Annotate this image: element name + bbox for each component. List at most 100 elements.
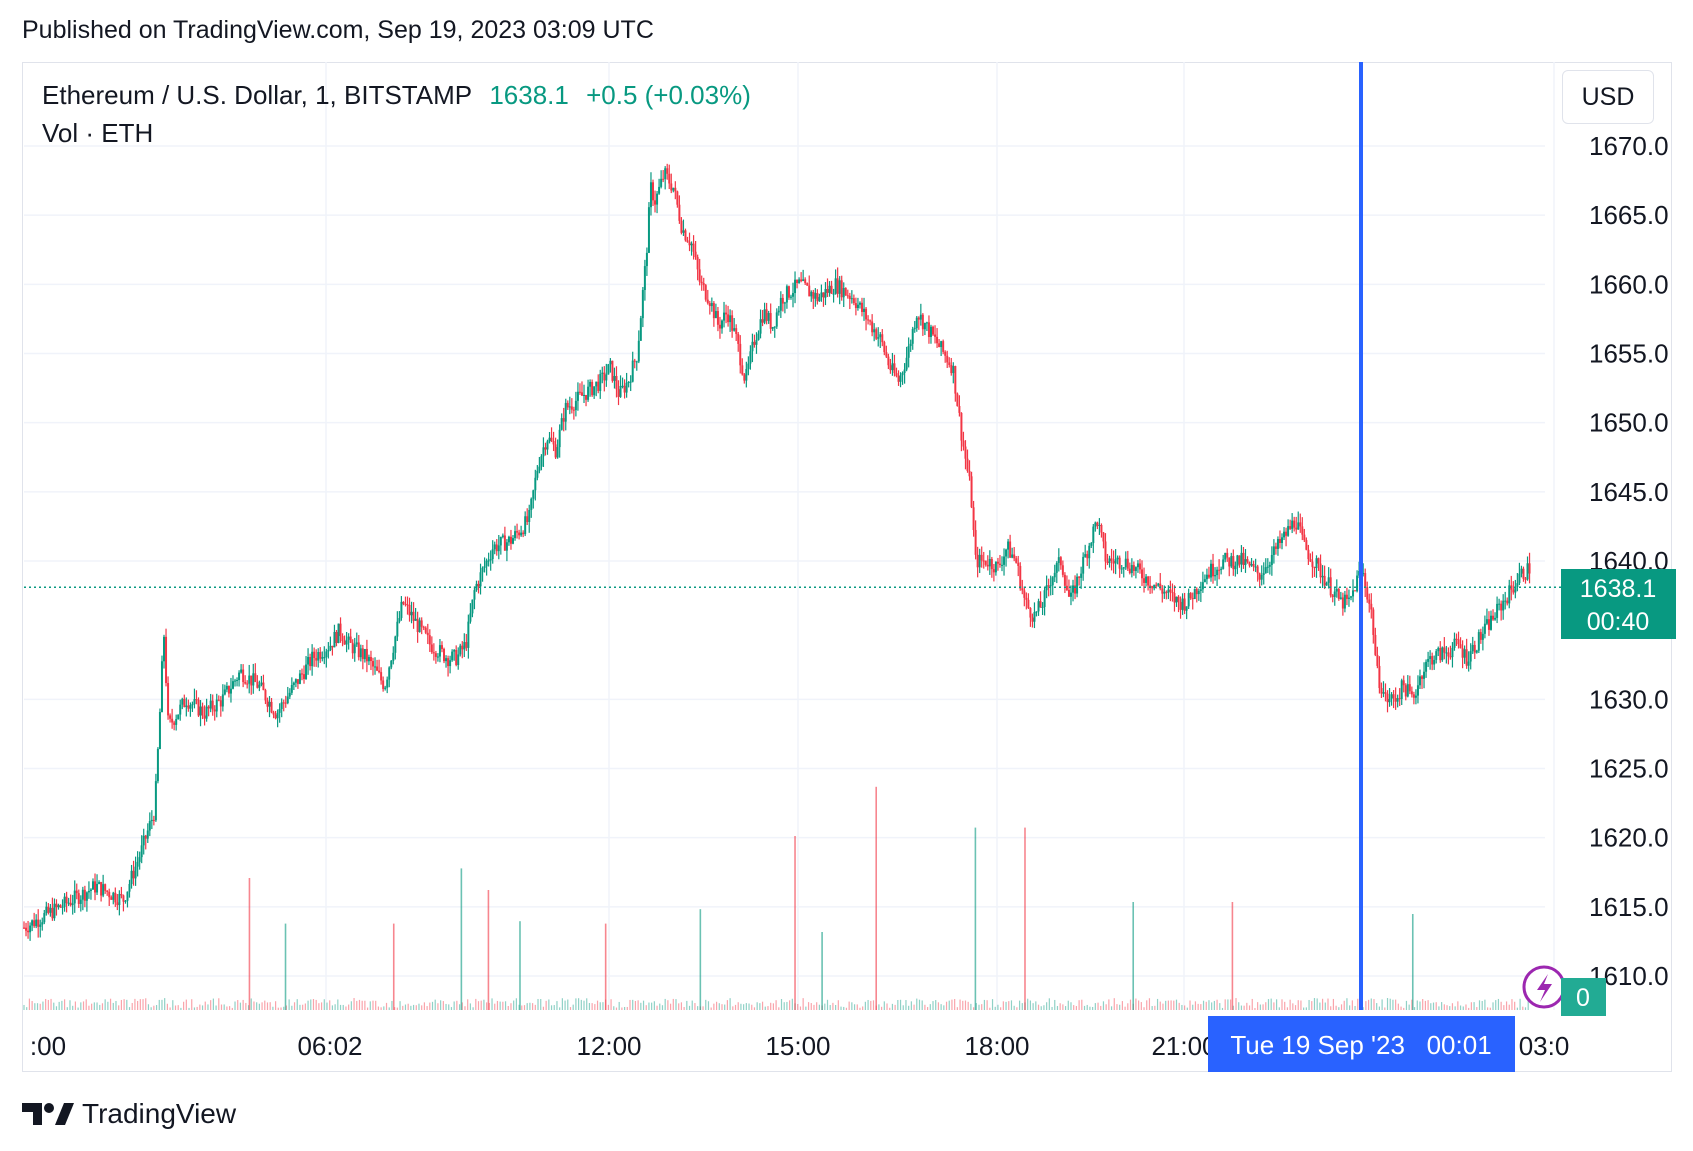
volume-bar xyxy=(72,1005,74,1010)
candle-body xyxy=(1153,584,1156,589)
volume-bar xyxy=(469,1003,471,1010)
alert-lightning-icon[interactable] xyxy=(1522,965,1566,1009)
volume-bar xyxy=(607,1004,609,1010)
candle-body xyxy=(23,927,25,929)
candle-body xyxy=(1327,577,1330,583)
candle-body xyxy=(913,328,916,330)
candle-body xyxy=(509,536,512,544)
volume-bar xyxy=(1189,1000,1191,1010)
volume-bar xyxy=(1246,1002,1248,1010)
candle-body xyxy=(211,700,214,710)
volume-bar xyxy=(1181,1004,1183,1010)
candle-body xyxy=(428,635,431,645)
volume-bar xyxy=(285,1005,288,1010)
volume-bar xyxy=(667,1000,669,1010)
candle-body xyxy=(1167,589,1170,593)
candle-body xyxy=(578,391,581,393)
volume-bar xyxy=(1013,1005,1015,1010)
candle-body xyxy=(796,279,799,284)
volume-bar xyxy=(1259,1004,1261,1010)
candle-body xyxy=(1250,563,1253,566)
candle-body xyxy=(1295,527,1298,530)
candle-body xyxy=(197,699,200,716)
candle-body xyxy=(1053,572,1056,578)
candle-body xyxy=(1457,639,1460,645)
volume-bar xyxy=(891,1003,894,1010)
candle-body xyxy=(33,920,36,927)
volume-bar xyxy=(193,1007,196,1010)
volume-bar xyxy=(672,998,674,1010)
volume-bar xyxy=(434,999,436,1010)
candle-body xyxy=(1299,522,1302,527)
candle-body xyxy=(205,706,208,719)
volume-bar xyxy=(1319,1002,1321,1010)
volume-bar xyxy=(1135,998,1137,1010)
volume-bar xyxy=(74,1001,77,1010)
volume-bar xyxy=(142,999,144,1010)
candle-body xyxy=(85,892,88,901)
candle-body xyxy=(359,648,362,658)
candle-body xyxy=(231,681,234,689)
candle-body xyxy=(1337,588,1340,599)
candle-body xyxy=(619,385,622,397)
volume-bar xyxy=(1154,1005,1156,1010)
symbol-legend[interactable]: Ethereum / U.S. Dollar, 1, BITSTAMP 1638… xyxy=(42,80,761,111)
candle-body xyxy=(1220,568,1223,570)
candle-body xyxy=(187,705,190,709)
candle-body xyxy=(830,285,833,294)
candle-body xyxy=(1059,557,1062,566)
candle-body xyxy=(171,718,174,723)
candle-body xyxy=(927,322,930,338)
candle-body xyxy=(1285,531,1288,536)
candle-body xyxy=(467,621,470,648)
candle-body xyxy=(140,845,143,858)
brand-name: TradingView xyxy=(82,1098,237,1129)
volume-bar xyxy=(1040,1006,1042,1010)
volume-bar xyxy=(1332,998,1335,1010)
volume-bar xyxy=(537,998,539,1010)
candle-body xyxy=(871,321,874,333)
candle-body xyxy=(962,440,965,447)
candle-body xyxy=(309,657,312,667)
volume-bar xyxy=(1170,1000,1172,1010)
candle-body xyxy=(1134,567,1137,571)
candle-body xyxy=(1011,554,1014,558)
volume-bar xyxy=(1435,1002,1437,1010)
candle-body xyxy=(1276,539,1279,549)
volume-bar xyxy=(707,1001,710,1010)
candle-body xyxy=(363,648,366,660)
currency-button[interactable]: USD xyxy=(1562,70,1654,124)
volume-bar xyxy=(678,1003,680,1010)
volume-bar xyxy=(1213,1000,1215,1010)
volume-spike xyxy=(604,923,607,1010)
volume-bar xyxy=(131,1002,133,1010)
candle-body xyxy=(929,326,932,338)
volume-bar xyxy=(99,1004,101,1010)
candle-body xyxy=(629,381,632,383)
volume-bar xyxy=(1148,998,1151,1010)
candle-body xyxy=(743,374,746,381)
volume-bar xyxy=(1167,1000,1169,1010)
volume-bar xyxy=(1173,1000,1175,1010)
candle-body xyxy=(672,187,675,191)
volume-bar xyxy=(1416,1000,1418,1010)
volume-bar xyxy=(180,1007,182,1010)
candle-body xyxy=(217,699,220,701)
volume-bar xyxy=(1232,1005,1234,1010)
volume-legend[interactable]: Vol · ETH xyxy=(42,118,154,148)
candle-body xyxy=(875,329,878,339)
candle-body xyxy=(522,532,525,535)
candle-body xyxy=(1076,576,1079,594)
candle-body xyxy=(1268,565,1271,567)
tradingview-logo[interactable]: TradingView xyxy=(22,1098,236,1130)
volume-bar xyxy=(1184,1005,1186,1010)
volume-bar xyxy=(1162,1003,1164,1010)
volume-bar xyxy=(899,999,902,1010)
candle-body xyxy=(296,679,299,684)
volume-bar xyxy=(245,1002,247,1010)
candle-body xyxy=(1392,694,1395,698)
volume-bar xyxy=(983,999,986,1010)
volume-bar xyxy=(440,1000,442,1010)
candle-body xyxy=(1394,697,1397,702)
